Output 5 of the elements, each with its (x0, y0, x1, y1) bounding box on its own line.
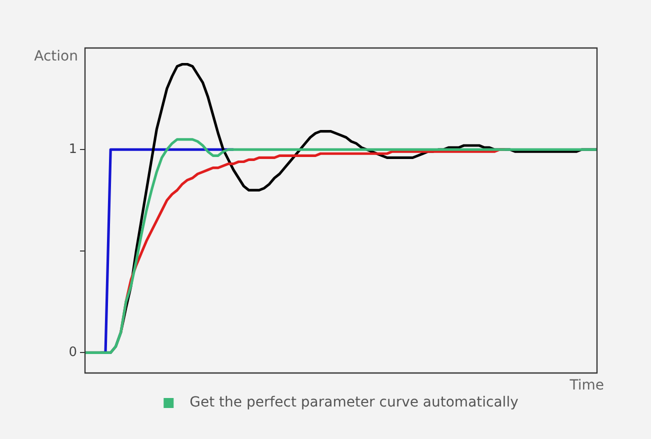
y-axis-title: Action (34, 48, 78, 65)
x-axis-title: Time (568, 378, 604, 394)
legend-label: Get the perfect parameter curve automatically (190, 394, 518, 411)
y-tick-label: 1 (68, 142, 77, 157)
y-tick-label: 0 (68, 345, 77, 360)
